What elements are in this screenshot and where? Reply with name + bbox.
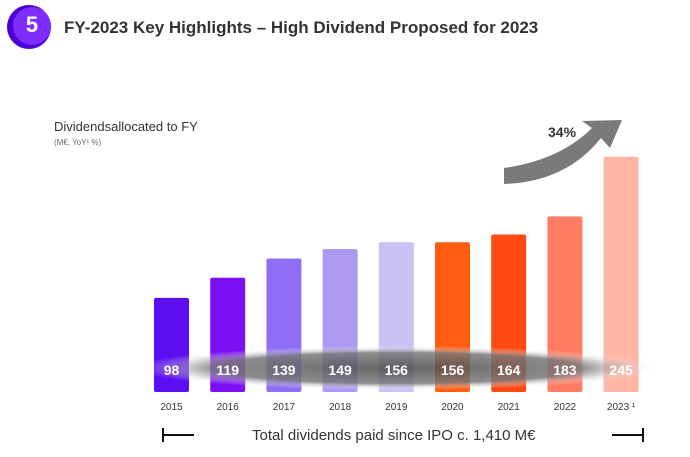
bar-value-label: 98 [164,362,180,378]
bar-value-label: 156 [385,362,409,378]
bar-value-label: 164 [497,362,521,378]
x-tick-label: 2020 [441,402,464,413]
section-badge-shape [7,5,51,49]
chart-label: Dividendsallocated to FY [54,119,198,134]
x-tick-label: 2019 [385,402,408,413]
section-number: 5 [25,12,39,37]
x-tick-label: 2016 [217,402,240,413]
growth-arrow [504,120,622,184]
x-tick-label: 2018 [329,402,352,413]
label-band-shadow [136,346,660,390]
bar-value-label: 149 [328,362,352,378]
x-tick-label: 2015 [160,402,183,413]
slide-title: FY-2023 Key Highlights – High Dividend P… [64,18,539,37]
bar-value-label: 245 [609,362,633,378]
x-tick-label: 2023 ¹ [607,402,636,413]
bar-2022 [547,216,583,392]
bar-value-label: 119 [216,362,239,378]
bar-value-label: 156 [441,362,465,378]
bracket-right-marker [612,428,644,442]
bar-2023 [603,156,639,392]
x-tick-label: 2022 [554,402,577,413]
total-dividends-text: Total dividends paid since IPO c. 1,410 … [252,427,536,444]
chart-sublabel: (M€, YoY¹ %) [54,138,102,147]
bar-value-label: 183 [553,362,577,378]
bar-value-label: 139 [272,362,296,378]
growth-label: 34% [548,124,577,140]
x-tick-label: 2021 [498,402,521,413]
x-tick-label: 2017 [273,402,296,413]
bracket-left-marker [162,428,194,442]
